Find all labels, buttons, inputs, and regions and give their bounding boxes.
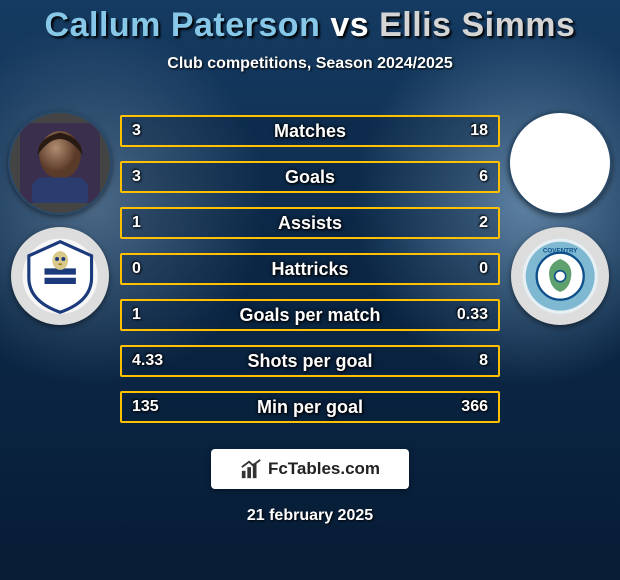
stat-label: Min per goal (257, 397, 363, 418)
player2-name: Ellis Simms (379, 6, 575, 44)
stat-row: 0 Hattricks 0 (120, 253, 500, 285)
stat-value-right: 0 (479, 260, 488, 278)
right-column: COVENTRY (500, 111, 620, 325)
stat-value-left: 3 (132, 168, 141, 186)
left-column (0, 111, 120, 325)
svg-text:COVENTRY: COVENTRY (543, 247, 578, 254)
stat-label: Goals per match (239, 305, 380, 326)
stat-label: Goals (285, 167, 335, 188)
stat-value-right: 18 (470, 122, 488, 140)
source-badge: FcTables.com (211, 449, 409, 489)
stat-value-right: 366 (461, 398, 488, 416)
stat-value-left: 4.33 (132, 352, 163, 370)
stat-value-right: 8 (479, 352, 488, 370)
stat-row: 4.33 Shots per goal 8 (120, 345, 500, 377)
stat-value-right: 6 (479, 168, 488, 186)
stat-row: 1 Goals per match 0.33 (120, 299, 500, 331)
stat-row: 1 Assists 2 (120, 207, 500, 239)
player2-avatar (508, 111, 612, 215)
stat-value-right: 2 (479, 214, 488, 232)
stats-section: 3 Matches 18 3 Goals 6 1 Assists 2 0 Hattricks 0 1 Go… (0, 111, 620, 423)
subtitle: Club competitions, Season 2024/2025 (0, 55, 620, 73)
stat-row: 3 Goals 6 (120, 161, 500, 193)
player1-avatar (8, 111, 112, 215)
chart-icon (240, 458, 262, 480)
stat-label: Hattricks (271, 259, 348, 280)
stat-value-left: 0 (132, 260, 141, 278)
source-text: FcTables.com (268, 459, 380, 479)
stat-label: Assists (278, 213, 342, 234)
stat-label: Matches (274, 121, 346, 142)
stat-value-right: 0.33 (457, 306, 488, 324)
stat-value-left: 1 (132, 214, 141, 232)
player1-name: Callum Paterson (45, 6, 321, 44)
stat-value-left: 3 (132, 122, 141, 140)
stat-value-left: 1 (132, 306, 141, 324)
stat-row: 135 Min per goal 366 (120, 391, 500, 423)
footer-date: 21 february 2025 (0, 507, 620, 525)
player2-club-badge: COVENTRY (511, 227, 609, 325)
stat-bars: 3 Matches 18 3 Goals 6 1 Assists 2 0 Hattricks 0 1 Go… (120, 111, 500, 423)
stat-row: 3 Matches 18 (120, 115, 500, 147)
page-title: Callum Paterson vs Ellis Simms (0, 0, 620, 45)
stat-label: Shots per goal (247, 351, 372, 372)
player1-club-badge (11, 227, 109, 325)
stat-value-left: 135 (132, 398, 159, 416)
vs-text: vs (330, 6, 379, 44)
